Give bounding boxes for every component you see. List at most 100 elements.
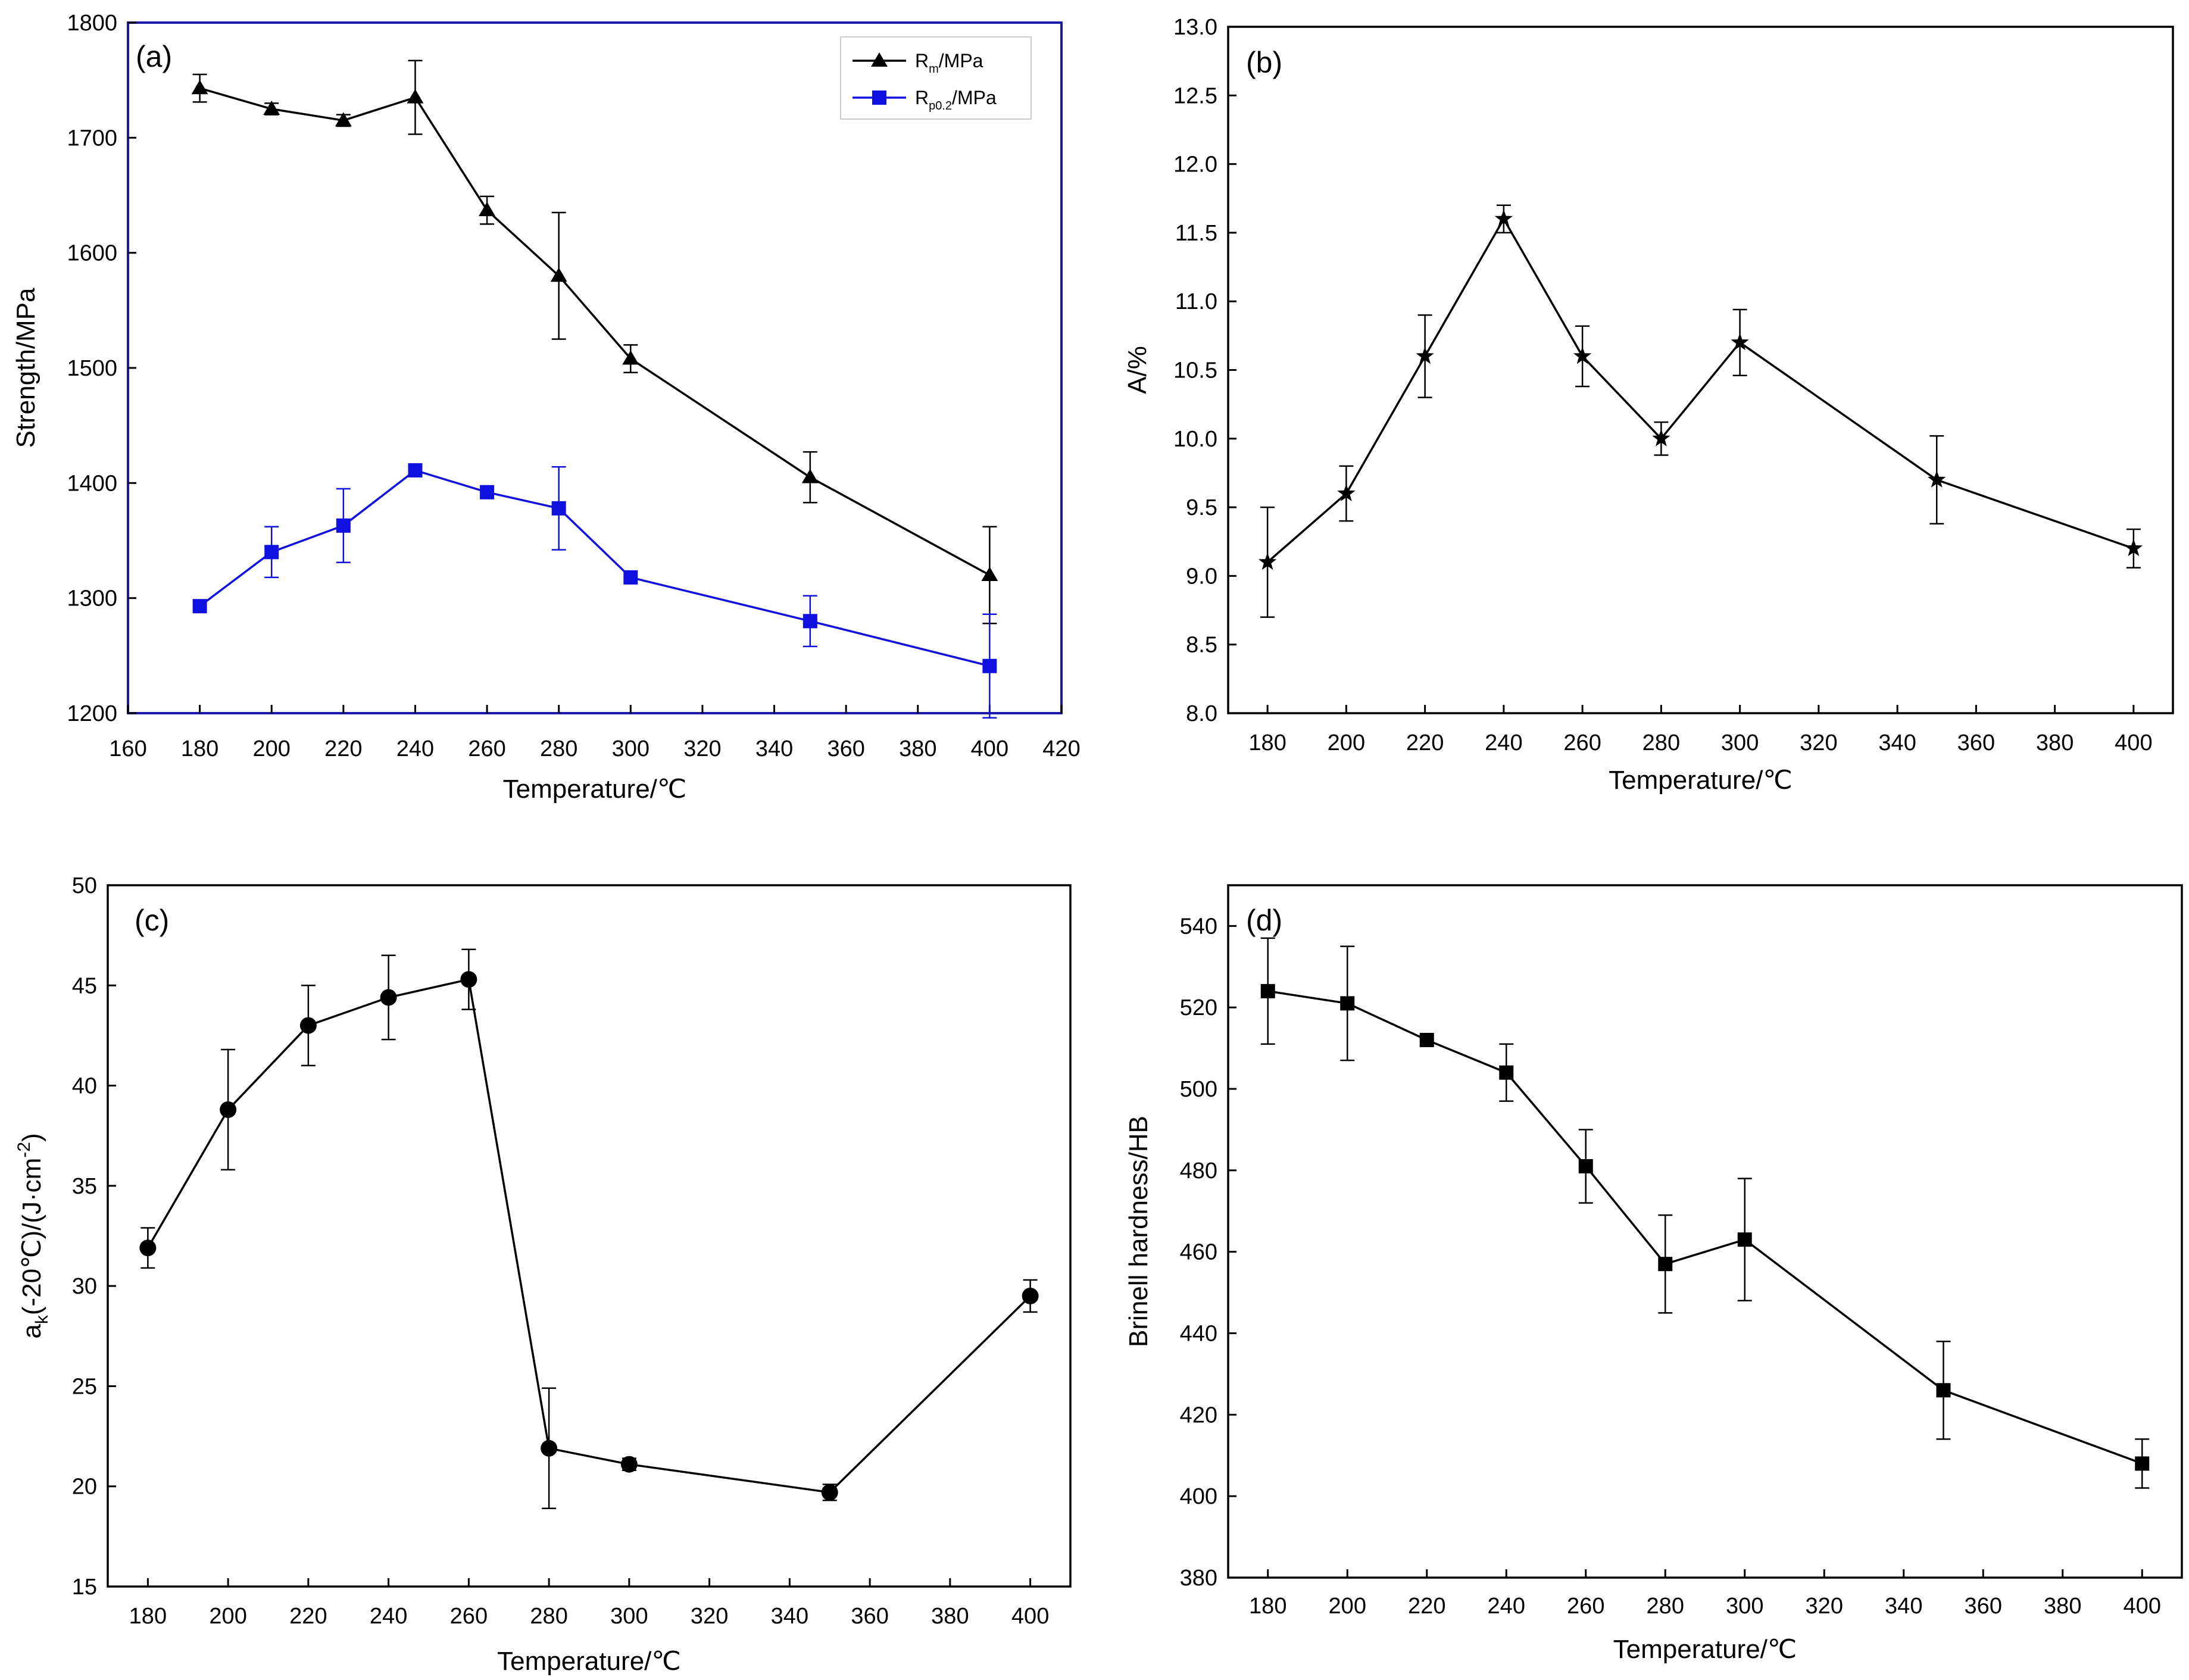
y-tick-label: 1400 bbox=[67, 471, 117, 496]
x-tick-label: 340 bbox=[755, 736, 793, 761]
x-tick-label: 380 bbox=[2044, 1594, 2081, 1619]
series-1 bbox=[1258, 204, 2143, 618]
data-point bbox=[1652, 429, 1670, 446]
data-point bbox=[1928, 470, 1946, 488]
x-tick-label: 340 bbox=[1878, 730, 1916, 755]
y-axis-title-end: ) bbox=[17, 1133, 46, 1142]
series-1 bbox=[1260, 937, 2150, 1489]
plot-frame bbox=[107, 884, 1072, 1588]
x-tick-label: 260 bbox=[450, 1604, 488, 1629]
x-tick-label: 220 bbox=[289, 1604, 327, 1629]
data-point bbox=[623, 570, 638, 585]
y-tick-label: 1300 bbox=[67, 586, 117, 611]
x-tick-label: 360 bbox=[827, 736, 864, 761]
legend-label: Rm/MPa bbox=[915, 50, 983, 76]
x-tick-label: 280 bbox=[530, 1604, 567, 1629]
x-tick-label: 180 bbox=[181, 736, 218, 761]
data-point bbox=[1419, 1032, 1434, 1047]
data-point bbox=[479, 202, 496, 217]
y-axis-title-rest: (-20℃)/(J·cm bbox=[17, 1158, 46, 1316]
x-tick-label: 300 bbox=[1726, 1594, 1763, 1619]
y-axis-title-sup: -2 bbox=[14, 1142, 34, 1158]
data-point bbox=[407, 89, 424, 104]
data-point bbox=[1258, 552, 1277, 570]
data-point bbox=[821, 1484, 838, 1501]
x-tick-label: 300 bbox=[1721, 730, 1759, 755]
y-tick-label: 400 bbox=[1180, 1484, 1217, 1509]
series-1 bbox=[191, 60, 998, 624]
data-point bbox=[1022, 1287, 1039, 1304]
y-tick-label: 50 bbox=[72, 873, 97, 898]
chart-panel-4: 180 200 220 240 260 280 300 320 340 360 380 400 380 4… bbox=[1124, 884, 2183, 1664]
data-point bbox=[551, 501, 566, 516]
data-point bbox=[263, 101, 280, 115]
data-point bbox=[1936, 1383, 1951, 1398]
y-tick-label: 9.5 bbox=[1186, 495, 1217, 520]
x-tick-label: 380 bbox=[931, 1604, 969, 1629]
chart-panel-1: 160 180 200 220 240 260 280 300 320 340 360 380 400 4… bbox=[11, 11, 1081, 804]
x-tick-label: 280 bbox=[1647, 1594, 1684, 1619]
y-axis-title: ak(-20℃)/(J·cm-2) bbox=[14, 1133, 52, 1338]
data-point bbox=[1731, 333, 1749, 351]
data-point bbox=[801, 469, 819, 483]
x-tick-label: 320 bbox=[1806, 1594, 1843, 1619]
x-tick-label: 200 bbox=[209, 1604, 246, 1629]
x-tick-label: 200 bbox=[253, 736, 291, 761]
series-line bbox=[199, 87, 991, 576]
data-point bbox=[191, 80, 208, 95]
data-point bbox=[1260, 983, 1275, 998]
series-line bbox=[1267, 990, 2143, 1465]
data-point bbox=[1499, 1065, 1514, 1080]
data-point bbox=[802, 614, 817, 629]
y-tick-label: 11.0 bbox=[1175, 289, 1217, 314]
y-tick-label: 45 bbox=[72, 973, 97, 998]
chart-panel-2: 180 200 220 240 260 280 300 320 340 360 380 400 8.0 8… bbox=[1123, 15, 2174, 795]
y-tick-label: 1500 bbox=[67, 356, 117, 381]
x-tick-label: 220 bbox=[324, 736, 362, 761]
data-point bbox=[139, 1239, 157, 1257]
panel-label: (d) bbox=[1246, 904, 1282, 937]
series-2 bbox=[192, 463, 997, 719]
data-point bbox=[1573, 346, 1592, 364]
data-point bbox=[1494, 209, 1513, 227]
y-tick-label: 540 bbox=[1180, 914, 1217, 939]
y-tick-label: 40 bbox=[72, 1074, 97, 1099]
series-line bbox=[199, 469, 990, 667]
legend-label-sub: m bbox=[929, 63, 939, 76]
x-tick-label: 240 bbox=[370, 1604, 407, 1629]
x-tick-label: 180 bbox=[1249, 1594, 1286, 1619]
data-point bbox=[981, 567, 998, 581]
y-tick-label: 20 bbox=[72, 1475, 97, 1500]
legend-label-main: R bbox=[915, 87, 929, 108]
data-point bbox=[1340, 996, 1355, 1011]
y-tick-label: 420 bbox=[1180, 1403, 1217, 1428]
y-tick-label: 13.0 bbox=[1173, 15, 1217, 40]
data-point bbox=[2124, 539, 2143, 557]
x-tick-label: 380 bbox=[2036, 730, 2074, 755]
x-tick-label: 260 bbox=[1567, 1594, 1604, 1619]
x-tick-label: 340 bbox=[771, 1604, 808, 1629]
x-axis-title: Temperature/℃ bbox=[1609, 766, 1793, 795]
data-point bbox=[1578, 1159, 1593, 1174]
series-line bbox=[1266, 217, 2134, 563]
plot-frame bbox=[127, 21, 1063, 714]
x-tick-label: 180 bbox=[1248, 730, 1286, 755]
x-tick-label: 320 bbox=[691, 1604, 728, 1629]
x-tick-label: 400 bbox=[2115, 730, 2152, 755]
y-axis-title: Strength/MPa bbox=[11, 288, 40, 448]
legend-label: Rp0.2/MPa bbox=[915, 87, 997, 113]
chart-panel-3: 180 200 220 240 260 280 300 320 340 360 380 400 15 20… bbox=[14, 873, 1072, 1676]
legend-marker bbox=[872, 90, 886, 105]
x-tick-label: 260 bbox=[1563, 730, 1601, 755]
data-point bbox=[541, 1439, 558, 1457]
x-tick-label: 160 bbox=[109, 736, 146, 761]
y-tick-label: 480 bbox=[1180, 1158, 1217, 1184]
x-tick-label: 200 bbox=[1328, 730, 1365, 755]
x-tick-label: 360 bbox=[851, 1604, 888, 1629]
series-line bbox=[146, 978, 1031, 1494]
x-tick-label: 220 bbox=[1408, 1594, 1445, 1619]
x-tick-label: 300 bbox=[612, 736, 649, 761]
x-axis-title: Temperature/℃ bbox=[503, 775, 687, 804]
x-tick-label: 400 bbox=[971, 736, 1008, 761]
